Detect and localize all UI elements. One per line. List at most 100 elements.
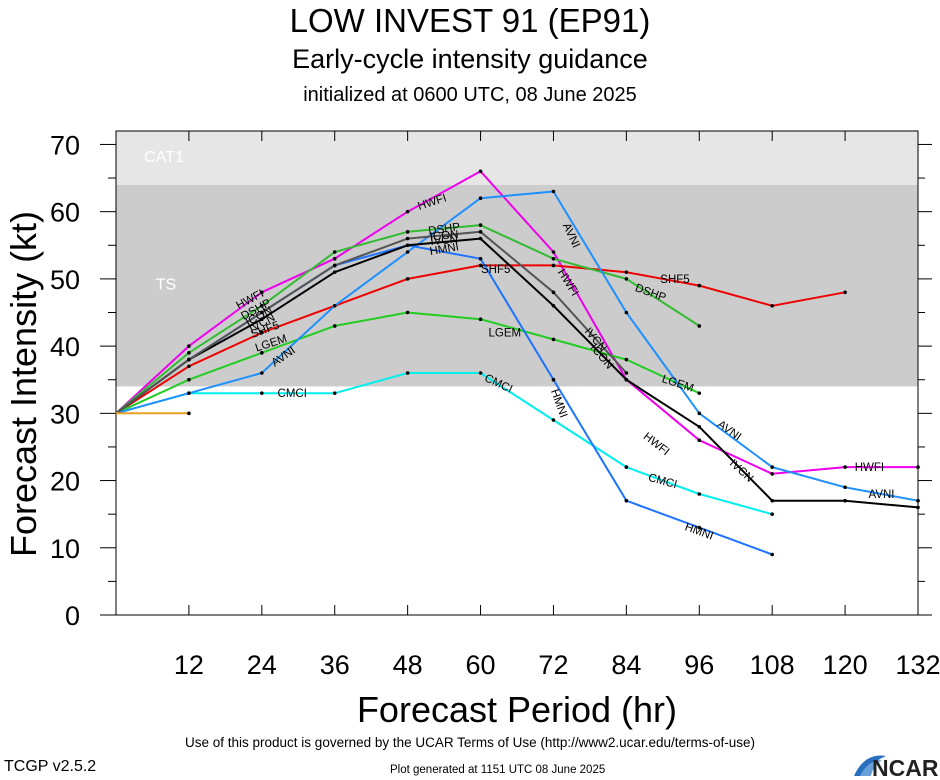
data-point-shf5 xyxy=(405,277,410,281)
y-tick-label: 50 xyxy=(50,265,80,295)
data-point-shf5 xyxy=(624,270,629,274)
line-label: ICON xyxy=(429,229,459,243)
data-point-ivcn xyxy=(405,243,410,248)
data-point-hmni xyxy=(478,256,483,261)
data-point-hwfi xyxy=(187,344,191,348)
line-label-group: AVNI xyxy=(869,489,895,501)
chart-title: LOW INVEST 91 (EP91) xyxy=(289,2,651,39)
data-point-avni xyxy=(405,250,410,254)
data-point-dshp xyxy=(187,351,191,355)
data-point-cmci xyxy=(332,391,337,395)
data-point-avni xyxy=(916,498,920,503)
data-point-shf5 xyxy=(697,283,702,288)
data-point-dshp xyxy=(478,223,483,227)
data-point-icon xyxy=(405,236,410,241)
data-point-hwfi xyxy=(405,209,410,214)
data-point-avni xyxy=(478,196,483,201)
series-line-ivcn xyxy=(115,237,919,509)
data-point-avni xyxy=(332,303,337,308)
terms-of-use-notice: Use of this product is governed by the U… xyxy=(185,735,755,750)
data-point-cmci xyxy=(697,492,702,496)
data-point-dshp xyxy=(405,230,410,234)
line-label-group: SHF5 xyxy=(481,264,510,276)
data-point-avni xyxy=(697,411,702,416)
y-tick-label: 40 xyxy=(50,332,80,362)
line-label-group: CMCI xyxy=(278,388,307,400)
data-point-ivcn xyxy=(260,317,264,322)
data-point-avni xyxy=(843,485,847,490)
line-label-group: ICON xyxy=(429,229,459,243)
line-label-group: LGEM xyxy=(489,328,522,340)
x-tick-label: 72 xyxy=(538,650,568,680)
data-point-avni xyxy=(260,371,264,375)
data-point-lgem xyxy=(405,310,410,315)
data-point-avni xyxy=(187,391,191,395)
data-point-cmci xyxy=(478,371,483,375)
data-point-shf5 xyxy=(843,290,847,295)
line-label-group: DSHP xyxy=(428,221,462,237)
line-label: LGEM xyxy=(489,328,522,340)
data-point-dshp xyxy=(551,256,556,261)
data-point-shf5 xyxy=(551,263,556,268)
line-label: SHF5 xyxy=(481,264,510,276)
data-point-icon xyxy=(624,371,629,375)
data-point-hwfi xyxy=(770,472,774,476)
series-line-cmci xyxy=(115,372,773,516)
data-point-hwfi xyxy=(916,465,920,469)
y-tick-label: 10 xyxy=(50,534,80,564)
chart-subtitle: Early-cycle intensity guidance xyxy=(292,44,648,74)
data-point-hmni xyxy=(624,498,629,503)
data-point-dshp xyxy=(332,250,337,254)
data-point-lgem xyxy=(697,391,702,395)
data-point-hmni xyxy=(551,377,556,382)
data-point-ivcn xyxy=(624,377,629,382)
data-point-cmci xyxy=(260,391,264,395)
ncar-logo: NCAR xyxy=(854,755,939,780)
x-tick-label: 108 xyxy=(750,650,795,680)
line-label: HWFI xyxy=(855,462,884,474)
version-label: TCGP v2.5.2 xyxy=(4,758,97,775)
x-axis-label: Forecast Period (hr) xyxy=(357,689,677,730)
x-tick-label: 24 xyxy=(247,650,277,680)
data-point-dshp xyxy=(697,324,702,328)
data-point-cmci xyxy=(551,418,556,422)
line-label: IVCN xyxy=(430,234,458,248)
data-point-cmci xyxy=(770,512,774,516)
series-line-avni xyxy=(115,190,919,502)
data-point-cmci xyxy=(624,465,629,469)
data-point-icon xyxy=(478,230,483,234)
data-point-hwfi xyxy=(478,169,483,174)
line-label-group: SHF5 xyxy=(660,274,689,286)
line-label-group: HWFI xyxy=(855,462,884,474)
line-label: AVNI xyxy=(869,489,895,501)
line-label: CMCI xyxy=(278,388,307,400)
data-point-lgem xyxy=(260,351,264,355)
data-point-ivcn xyxy=(843,498,847,503)
band-label-cat1: CAT1 xyxy=(144,149,184,166)
band-label-ts: TS xyxy=(156,277,176,294)
data-point-shf5 xyxy=(260,330,264,335)
data-point-ivcn xyxy=(332,270,337,274)
data-point-avni xyxy=(551,189,556,194)
x-tick-label: 36 xyxy=(320,650,350,680)
data-point-dshp xyxy=(260,303,264,308)
y-axis-label: Forecast Intensity (kt) xyxy=(3,211,44,557)
data-point-hwfi xyxy=(332,256,337,261)
line-label: HMNI xyxy=(429,241,460,258)
y-tick-label: 70 xyxy=(50,130,80,160)
data-point-dshp xyxy=(624,277,629,281)
data-point-hmni xyxy=(770,552,774,557)
intensity-bands: TS CAT1 xyxy=(116,131,918,387)
x-tick-label: 96 xyxy=(684,650,714,680)
svg-text:NCAR: NCAR xyxy=(872,755,939,780)
plot-frame xyxy=(115,130,919,616)
data-point-ivcn xyxy=(551,303,556,308)
x-tick-label: 48 xyxy=(393,650,423,680)
generated-timestamp: Plot generated at 1151 UTC 08 June 2025 xyxy=(390,764,606,776)
y-tick-label: 30 xyxy=(50,399,80,429)
data-point-avni xyxy=(624,310,629,315)
series-lines xyxy=(115,169,920,557)
data-point-lgem xyxy=(624,357,629,362)
data-point-unnamed xyxy=(187,411,191,416)
data-point-ivcn xyxy=(916,505,920,510)
